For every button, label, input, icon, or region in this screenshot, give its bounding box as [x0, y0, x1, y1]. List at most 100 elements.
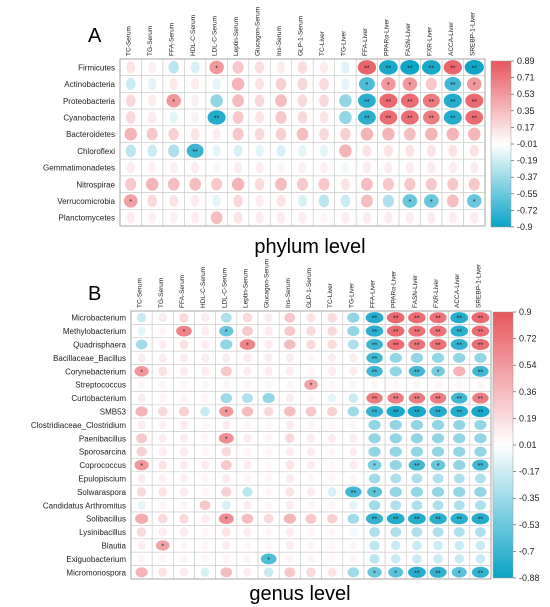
- row-label: Verrucomicrobia: [57, 197, 115, 206]
- correlation-ellipse: [201, 540, 209, 551]
- correlation-ellipse: [137, 380, 146, 390]
- correlation-ellipse: [305, 406, 317, 417]
- correlation-ellipse: [190, 61, 200, 74]
- correlation-ellipse: [264, 420, 273, 430]
- significance-mark: **: [393, 343, 399, 350]
- significance-mark: **: [478, 410, 484, 417]
- column-label: GLP-1-Serum: [306, 268, 313, 308]
- correlation-ellipse: [474, 433, 487, 444]
- correlation-ellipse: [276, 211, 286, 224]
- row-label: Micromonospora: [66, 568, 126, 577]
- significance-mark: **: [478, 570, 484, 577]
- panel-a-row-labels: Firmicutes Actinobacteria Proteobacteria Cy…: [43, 63, 116, 222]
- correlation-ellipse: [453, 500, 465, 511]
- column-label: FFA-Liver: [370, 279, 377, 308]
- significance-mark: **: [407, 99, 413, 106]
- significance-mark: **: [435, 410, 441, 417]
- significance-mark: **: [372, 356, 378, 363]
- correlation-ellipse: [362, 211, 372, 224]
- correlation-ellipse: [147, 194, 158, 208]
- correlation-ellipse: [450, 513, 468, 525]
- correlation-ellipse: [365, 405, 384, 418]
- correlation-ellipse: [369, 540, 380, 551]
- correlation-ellipse: [264, 527, 273, 537]
- correlation-ellipse: [454, 540, 464, 551]
- correlation-ellipse: [159, 393, 167, 403]
- correlation-ellipse: [168, 144, 180, 158]
- significance-mark: **: [472, 65, 478, 72]
- correlation-ellipse: [366, 352, 383, 364]
- correlation-ellipse: [328, 473, 336, 484]
- correlation-ellipse: [255, 161, 264, 174]
- correlation-ellipse: [307, 366, 315, 376]
- row-label: Solibacillus: [86, 515, 126, 524]
- correlation-ellipse: [191, 161, 200, 174]
- correlation-ellipse: [168, 127, 179, 141]
- significance-mark: **: [372, 410, 378, 417]
- correlation-ellipse: [347, 312, 360, 323]
- correlation-ellipse: [476, 380, 485, 390]
- row-label: Proteobacteria: [63, 97, 116, 106]
- correlation-ellipse: [158, 487, 168, 497]
- correlation-ellipse: [425, 127, 438, 141]
- correlation-ellipse: [357, 60, 377, 75]
- correlation-ellipse: [320, 161, 328, 174]
- correlation-ellipse: [222, 540, 231, 551]
- correlation-ellipse: [306, 312, 316, 323]
- correlation-ellipse: [137, 540, 146, 551]
- correlation-ellipse: [135, 567, 148, 578]
- correlation-ellipse: [239, 339, 256, 350]
- significance-mark: **: [407, 115, 413, 122]
- row-label: Solwaraspora: [77, 488, 126, 497]
- correlation-ellipse: [220, 393, 233, 404]
- correlation-ellipse: [242, 312, 253, 323]
- correlation-ellipse: [327, 312, 337, 323]
- correlation-ellipse: [136, 312, 147, 323]
- correlation-ellipse: [148, 211, 157, 224]
- correlation-ellipse: [358, 93, 376, 108]
- correlation-ellipse: [263, 513, 274, 524]
- correlation-ellipse: [285, 527, 294, 537]
- column-label: SREBP-1-Liver: [475, 263, 482, 308]
- row-label: Streptococcus: [75, 381, 126, 390]
- correlation-ellipse: [386, 325, 405, 337]
- correlation-ellipse: [275, 177, 287, 191]
- correlation-ellipse: [178, 406, 190, 417]
- significance-mark: **: [393, 410, 399, 417]
- significance-mark: *: [437, 463, 440, 470]
- correlation-ellipse: [136, 527, 147, 537]
- significance-mark: **: [192, 149, 198, 156]
- row-label: Sporosarcina: [79, 448, 127, 457]
- correlation-ellipse: [264, 540, 273, 551]
- correlation-ellipse: [284, 406, 296, 417]
- correlation-ellipse: [220, 312, 232, 323]
- correlation-ellipse: [255, 211, 264, 224]
- colorbar-tick-label: 0.72: [519, 334, 537, 344]
- panel-a-label: A: [88, 25, 102, 47]
- correlation-ellipse: [264, 353, 273, 363]
- correlation-ellipse: [286, 554, 294, 564]
- colorbar-tick-label: 0.36: [519, 387, 537, 397]
- correlation-ellipse: [179, 339, 189, 350]
- significance-mark: **: [457, 343, 463, 350]
- heatmap-border: [130, 310, 492, 580]
- column-label: Glucagon-Serum: [264, 259, 271, 308]
- correlation-ellipse: [368, 446, 381, 457]
- correlation-ellipse: [307, 554, 315, 564]
- correlation-ellipse: [191, 94, 200, 107]
- correlation-ellipse: [201, 380, 209, 390]
- correlation-ellipse: [243, 500, 252, 510]
- correlation-ellipse: [328, 500, 336, 510]
- correlation-ellipse: [285, 447, 294, 457]
- correlation-ellipse: [474, 419, 487, 430]
- row-label: Coprococcus: [79, 461, 126, 470]
- correlation-ellipse: [243, 460, 252, 470]
- correlation-ellipse: [429, 405, 447, 418]
- correlation-ellipse: [402, 194, 418, 208]
- correlation-ellipse: [221, 527, 231, 537]
- row-label: Methylobacterium: [63, 327, 126, 336]
- correlation-ellipse: [243, 540, 252, 551]
- correlation-ellipse: [159, 326, 167, 336]
- correlation-ellipse: [474, 486, 487, 497]
